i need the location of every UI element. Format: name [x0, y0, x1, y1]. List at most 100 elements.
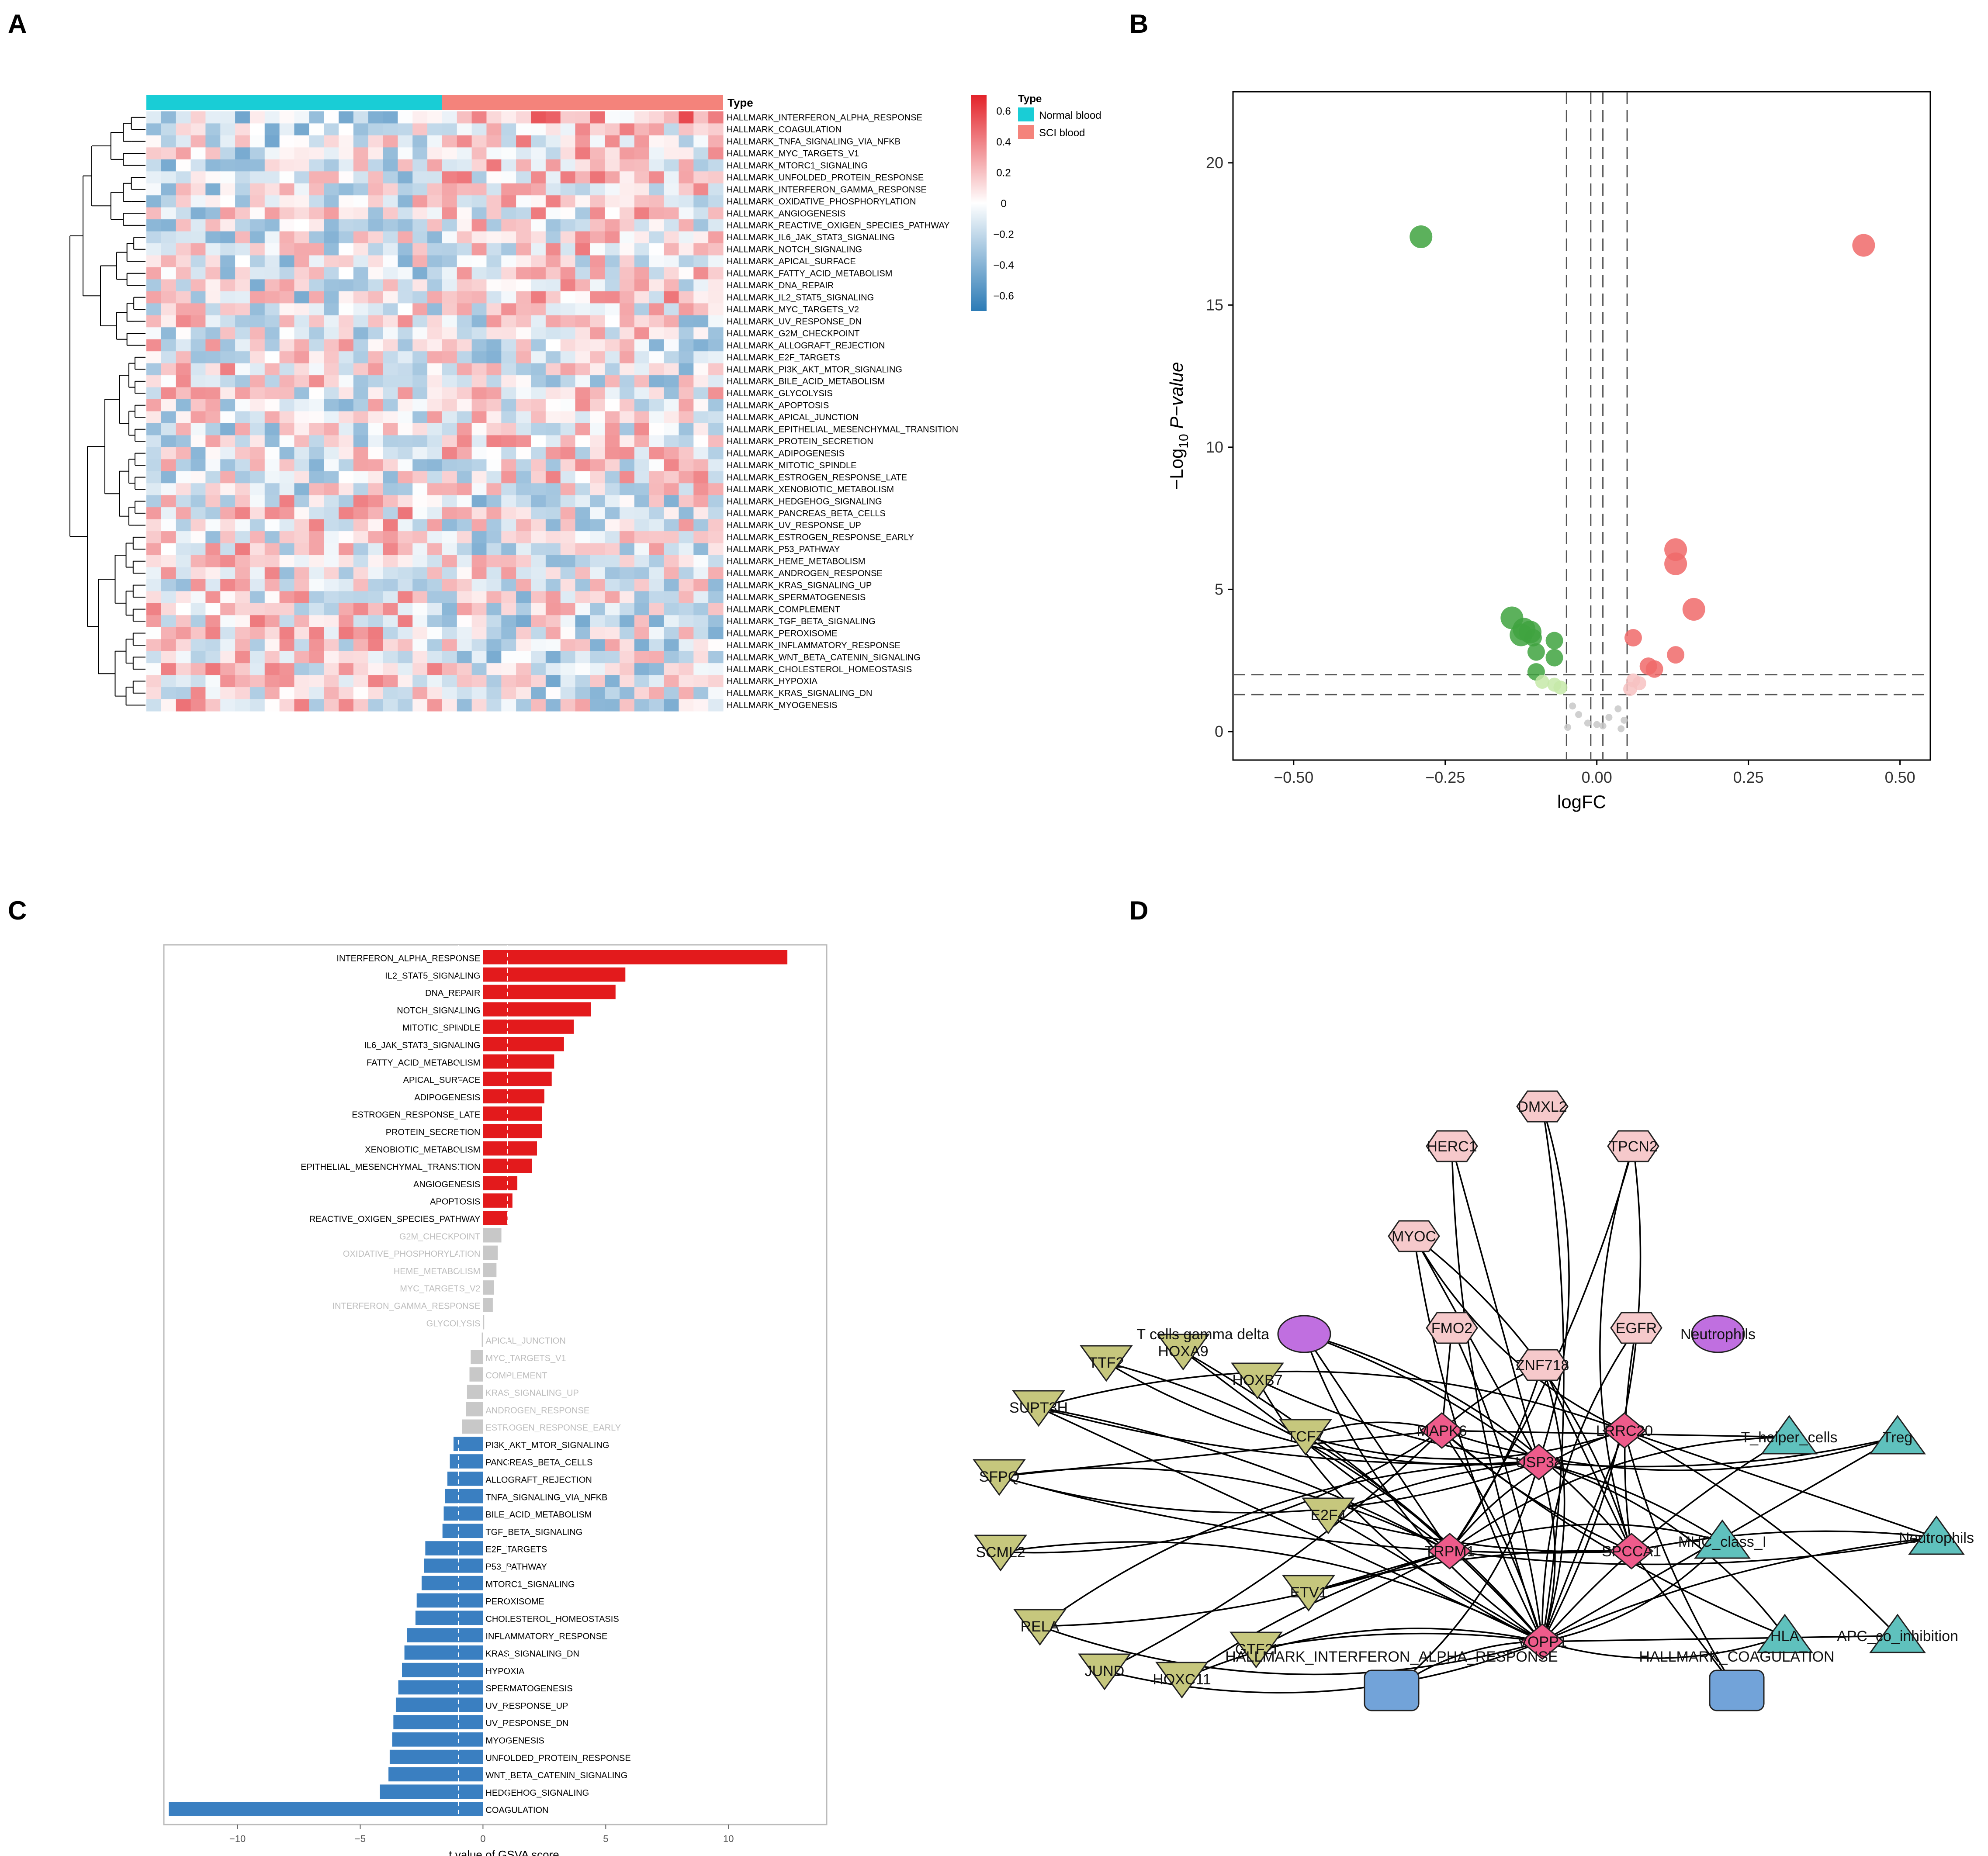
- heatmap-cell: [693, 651, 709, 664]
- heatmap-cell: [294, 231, 309, 244]
- heatmap-cell: [294, 375, 309, 388]
- heatmap-cell: [634, 471, 650, 484]
- heatmap-cell: [693, 615, 709, 628]
- heatmap-cell: [620, 663, 635, 676]
- heatmap-cell: [412, 519, 428, 532]
- heatmap-cell: [309, 555, 324, 568]
- heatmap-cell: [664, 651, 679, 664]
- network-node-label: MHC_class_I: [1678, 1534, 1766, 1550]
- heatmap-cell: [324, 591, 339, 604]
- heatmap-cell: [531, 339, 546, 352]
- heatmap-cell: [146, 351, 162, 364]
- heatmap-cell: [235, 663, 250, 676]
- heatmap-cell: [679, 519, 694, 532]
- heatmap-cell: [457, 267, 472, 280]
- heatmap-cell: [442, 171, 457, 184]
- heatmap-cell: [309, 183, 324, 196]
- heatmap-cell: [708, 615, 724, 628]
- heatmap-cell: [190, 291, 206, 304]
- heatmap-cell: [471, 591, 487, 604]
- heatmap-cell: [412, 147, 428, 160]
- heatmap-cell: [471, 483, 487, 496]
- heatmap-cell: [398, 651, 413, 664]
- heatmap-cell: [708, 627, 724, 639]
- heatmap-cell: [634, 543, 650, 556]
- heatmap-cell: [545, 111, 561, 124]
- heatmap-cell: [249, 531, 265, 544]
- heatmap-cell: [353, 387, 369, 400]
- heatmap-cell: [605, 531, 620, 544]
- heatmap-cell: [190, 567, 206, 580]
- heatmap-cell: [664, 483, 679, 496]
- heatmap-cell: [620, 519, 635, 532]
- heatmap-cell: [353, 675, 369, 688]
- heatmap-cell: [560, 231, 576, 244]
- annotation-title: Type: [727, 96, 753, 109]
- heatmap-cell: [693, 183, 709, 196]
- hallmark-node: [1709, 1669, 1765, 1711]
- heatmap-cell: [294, 159, 309, 172]
- heatmap-cell: [205, 183, 221, 196]
- heatmap-cell: [471, 387, 487, 400]
- heatmap-cell: [693, 519, 709, 532]
- heatmap-cell: [146, 639, 162, 652]
- heatmap-cell: [398, 507, 413, 520]
- network-node-label: Neutrophils: [1899, 1530, 1974, 1546]
- heatmap-cell: [605, 231, 620, 244]
- heatmap-cell: [471, 519, 487, 532]
- heatmap-cell: [620, 639, 635, 652]
- heatmap-cell: [649, 531, 665, 544]
- heatmap-cell: [146, 327, 162, 340]
- heatmap-cell: [146, 651, 162, 664]
- heatmap-cell: [605, 663, 620, 676]
- heatmap-cell: [368, 567, 384, 580]
- heatmap-cell: [383, 687, 398, 700]
- heatmap-cell: [176, 219, 191, 232]
- heatmap-cell: [486, 231, 502, 244]
- heatmap-cell: [190, 423, 206, 436]
- heatmap-cell: [590, 423, 605, 436]
- heatmap-cell: [516, 495, 531, 508]
- heatmap-cell: [679, 675, 694, 688]
- heatmap-cell: [368, 675, 384, 688]
- heatmap-cell: [383, 591, 398, 604]
- heatmap-cell: [664, 639, 679, 652]
- heatmap-cell: [339, 471, 354, 484]
- heatmap-cell: [545, 627, 561, 639]
- heatmap-cell: [590, 351, 605, 364]
- heatmap-cell: [590, 543, 605, 556]
- heatmap-cell: [383, 447, 398, 460]
- heatmap-cell: [279, 447, 295, 460]
- heatmap-cell: [294, 411, 309, 424]
- heatmap-cell: [412, 291, 428, 304]
- heatmap-cell: [708, 315, 724, 328]
- heatmap-cell: [339, 387, 354, 400]
- heatmap-cell: [634, 387, 650, 400]
- heatmap-cell: [205, 231, 221, 244]
- heatmap-cell: [516, 123, 531, 136]
- heatmap-cell: [664, 363, 679, 376]
- heatmap-cell: [575, 435, 590, 448]
- heatmap-cell: [294, 447, 309, 460]
- heatmap-cell: [486, 459, 502, 472]
- heatmap-cell: [575, 495, 590, 508]
- heatmap-cell: [679, 543, 694, 556]
- heatmap-cell: [560, 147, 576, 160]
- heatmap-cell: [442, 279, 457, 292]
- heatmap-cell: [708, 339, 724, 352]
- heatmap-cell: [427, 231, 443, 244]
- heatmap-cell: [176, 687, 191, 700]
- heatmap-cell: [605, 207, 620, 220]
- heatmap-cell: [339, 279, 354, 292]
- heatmap-cell: [708, 279, 724, 292]
- heatmap-cell: [590, 555, 605, 568]
- heatmap-cell: [427, 279, 443, 292]
- heatmap-cell: [664, 171, 679, 184]
- heatmap-cell: [501, 183, 516, 196]
- heatmap-cell: [368, 579, 384, 591]
- heatmap-cell: [339, 243, 354, 256]
- heatmap-cell: [634, 531, 650, 544]
- heatmap-cell: [457, 483, 472, 496]
- heatmap-cell: [279, 687, 295, 700]
- heatmap-cell: [516, 387, 531, 400]
